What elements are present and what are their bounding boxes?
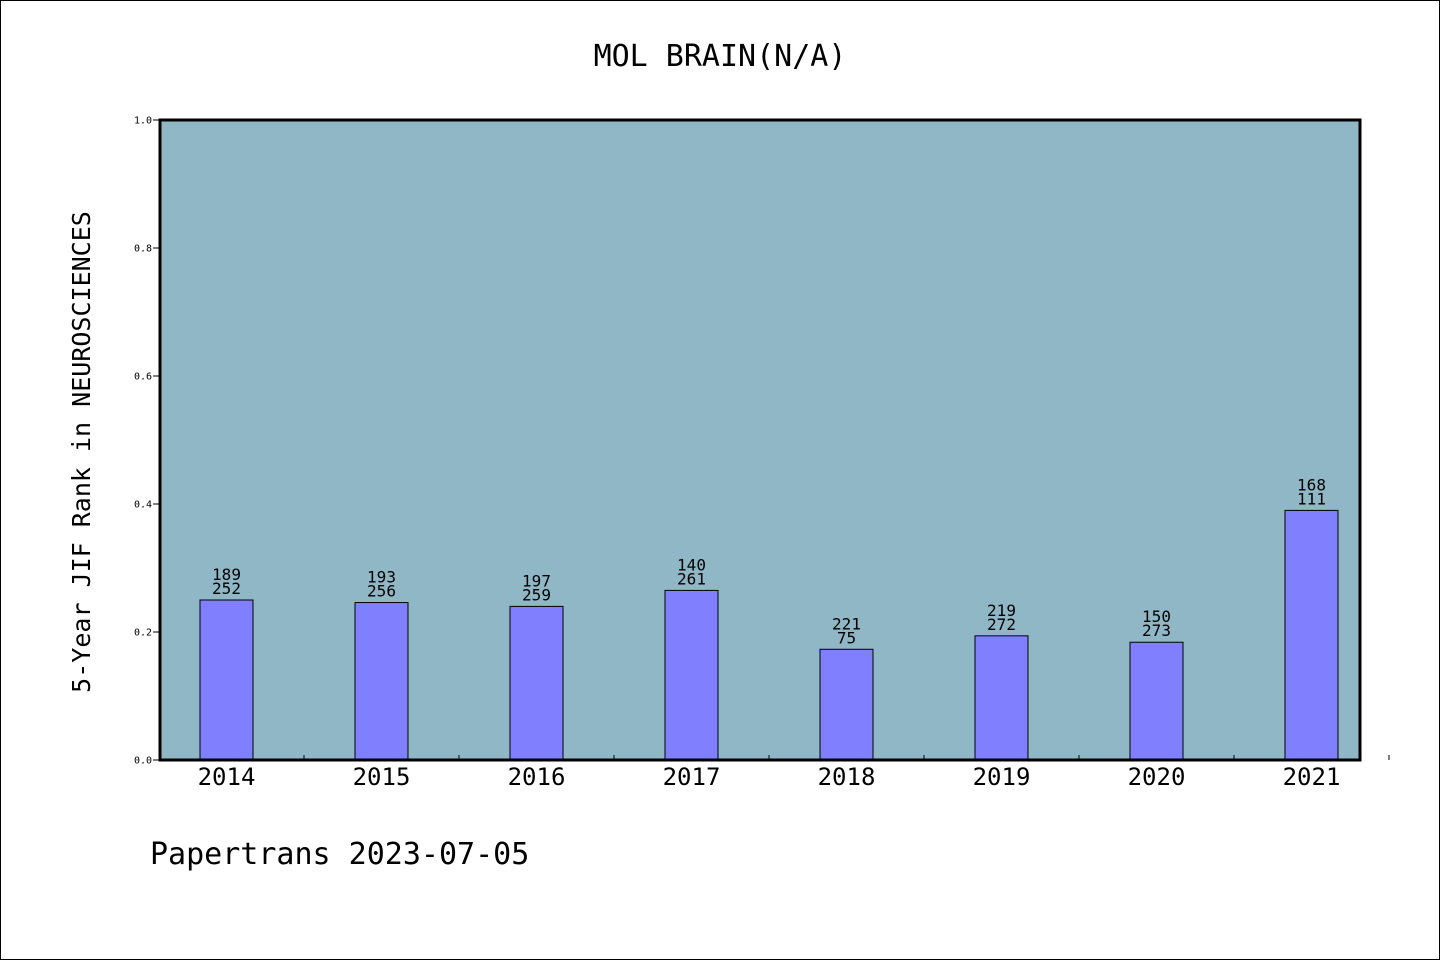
- bar-rank-label: 168: [1297, 475, 1326, 494]
- x-tick-label: 2015: [353, 763, 411, 791]
- bar-2017: [664, 589, 719, 761]
- x-tick-label: 2022: [1438, 763, 1440, 791]
- bar-2018: [819, 648, 874, 761]
- y-tick-label: 0.0: [134, 756, 152, 767]
- bar-rank-label: 221: [832, 614, 861, 633]
- bar-total-label: 259: [522, 585, 551, 604]
- bar-total-label: 75: [837, 628, 856, 647]
- x-tick-label: 2017: [663, 763, 721, 791]
- bar-total-label: 252: [212, 579, 241, 598]
- bar-2015: [354, 602, 409, 761]
- x-tick-label: 2021: [1283, 763, 1341, 791]
- x-tick-label: 2018: [818, 763, 876, 791]
- x-tick-label: 2020: [1128, 763, 1186, 791]
- x-tick-label: 2016: [508, 763, 566, 791]
- bar-2019: [974, 635, 1029, 761]
- y-axis-ticks: 0.0 0.2 0.4 0.6 0.8 1.0: [134, 116, 160, 767]
- x-tick-label: 2014: [198, 763, 256, 791]
- bar-rank-label: 140: [677, 555, 706, 574]
- y-tick-label: 0.8: [134, 244, 152, 255]
- y-tick-label: 1.0: [134, 116, 152, 127]
- x-tick-label: 2019: [973, 763, 1031, 791]
- bar-total-label: 111: [1297, 489, 1326, 508]
- bar-rank-label: 219: [987, 601, 1016, 620]
- plot-border: [158, 118, 1362, 762]
- bar-total-label: 272: [987, 615, 1016, 634]
- y-tick-label: 0.2: [134, 628, 152, 639]
- bar-total-label: 273: [1142, 621, 1171, 640]
- bar-total-label: 256: [367, 582, 396, 601]
- bar-2016: [509, 605, 564, 761]
- bar-rank-label: 150: [1142, 607, 1171, 626]
- bar-rank-label: 193: [367, 568, 396, 587]
- y-tick-label: 0.6: [134, 372, 152, 383]
- chart-title: MOL BRAIN(N/A): [594, 39, 847, 74]
- bar-2014: [199, 599, 254, 761]
- y-axis-label: 5-Year JIF Rank in NEUROSCIENCES: [67, 211, 96, 693]
- y-tick-label: 0.4: [134, 500, 152, 511]
- bar-2021: [1284, 509, 1339, 761]
- bar-2020: [1129, 641, 1184, 761]
- bars-group: [199, 509, 1440, 761]
- bar-rank-label: 197: [522, 571, 551, 590]
- bar-total-label: 261: [677, 569, 706, 588]
- bar-rank-label: 189: [212, 565, 241, 584]
- footer-credit: Papertrans 2023-07-05: [150, 837, 529, 872]
